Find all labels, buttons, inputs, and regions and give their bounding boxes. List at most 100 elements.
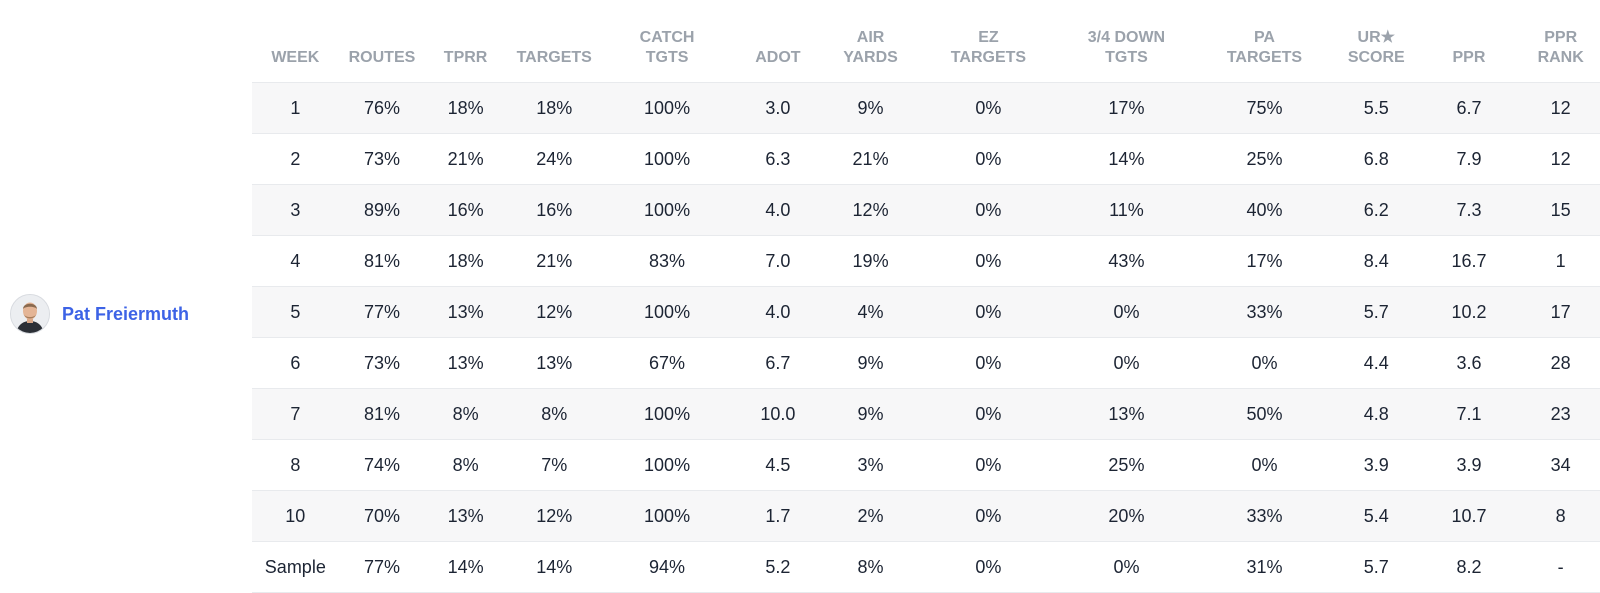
weekly-stats-table: WEEK ROUTES TPRR TARGETS CATCH TGTS ADOT AIR YAR… [252,0,1600,593]
table-row: 3 89% 16% 16% 100% 4.0 12% 0% 11% 40% 6.2 7.3 15 [252,184,1600,236]
player-name-link[interactable]: Pat Freiermuth [62,303,190,324]
table-header: WEEK ROUTES TPRR TARGETS CATCH TGTS ADOT AIR YAR… [252,0,1600,83]
table-cell: 25% [1059,439,1193,491]
table-cell: 28 [1521,337,1600,389]
table-cell: 6.8 [1335,133,1417,185]
table-cell: 40% [1192,184,1336,236]
table-cell: 31% [1192,541,1336,593]
table-cell: 7.1 [1416,388,1522,440]
table-cell: 74% [338,439,426,491]
table-cell: 0% [916,184,1060,236]
table-cell: 13% [425,490,506,542]
table-row: 5 77% 13% 12% 100% 4.0 4% 0% 0% 33% 5.7 10.2 17 [252,286,1600,338]
column-header[interactable]: WEEK [252,0,339,83]
table-cell: 3.6 [1416,337,1522,389]
table-cell: 11% [1059,184,1193,236]
column-header[interactable]: PA TARGETS [1193,0,1336,83]
table-cell: 76% [338,82,426,134]
table-cell: 14% [425,541,506,593]
table-cell: 5.2 [731,541,825,593]
table-cell: 9% [824,388,917,440]
table-cell: 18% [425,235,506,287]
table-cell: 13% [505,337,603,389]
table-cell: 13% [1059,388,1193,440]
player-headshot-icon [10,294,50,334]
table-cell: 13% [425,337,506,389]
column-header-label: SCORE [1347,49,1405,66]
table-cell: - [1521,541,1600,593]
column-header-label: AIR [856,29,885,46]
table-cell: 94% [602,541,732,593]
column-header-label: ROUTES [348,49,416,66]
table-cell: 0% [916,337,1060,389]
table-cell: 0% [916,235,1060,287]
table-cell: 0% [1059,541,1193,593]
table-row: 7 81% 8% 8% 100% 10.0 9% 0% 13% 50% 4.8 7.1 23 [252,388,1600,440]
table-cell: 34 [1521,439,1600,491]
table-cell: 5 [252,286,339,338]
table-cell: 67% [602,337,732,389]
table-cell: 100% [602,82,732,134]
column-header-label: TGTS [645,49,689,66]
column-header[interactable]: AIR YARDS [824,0,917,83]
table-cell: 17 [1521,286,1600,338]
table-cell: 0% [1059,286,1193,338]
table-cell: 33% [1192,286,1336,338]
table-cell: 0% [1192,439,1336,491]
column-header[interactable]: ADOT [732,0,825,83]
table-cell: 8 [252,439,339,491]
column-header-label: EZ [978,29,999,46]
column-header[interactable]: TPRR [425,0,506,83]
table-row: 1 76% 18% 18% 100% 3.0 9% 0% 17% 75% 5.5 6.7 12 [252,82,1600,134]
table-row: 10 70% 13% 12% 100% 1.7 2% 0% 20% 33% 5.4 10.7 8 [252,490,1600,542]
table-cell: 12% [505,286,603,338]
table-cell: 6.7 [731,337,825,389]
table-cell: 5.7 [1335,286,1417,338]
table-cell: 9% [824,82,917,134]
table-cell: 16% [425,184,506,236]
column-header[interactable]: CATCH TGTS [603,0,732,83]
table-cell: 16.7 [1416,235,1522,287]
table-cell: 17% [1192,235,1336,287]
column-header[interactable]: UR★ SCORE [1336,0,1417,83]
table-cell: 0% [1192,337,1336,389]
table-cell: 73% [338,133,426,185]
table-cell: 7 [252,388,339,440]
table-cell: 0% [916,286,1060,338]
table-cell: 8.4 [1335,235,1417,287]
column-header[interactable]: PPR RANK [1521,0,1600,83]
table-cell: 25% [1192,133,1336,185]
column-header[interactable]: 3/4 DOWN TGTS [1060,0,1193,83]
table-row: 8 74% 8% 7% 100% 4.5 3% 0% 25% 0% 3.9 3.9 34 [252,439,1600,491]
table-cell: 33% [1192,490,1336,542]
table-row: 4 81% 18% 21% 83% 7.0 19% 0% 43% 17% 8.4 16.7 1 [252,235,1600,287]
table-cell: 73% [338,337,426,389]
table-cell: 21% [505,235,603,287]
table-cell: 8 [1521,490,1600,542]
column-header[interactable]: ROUTES [339,0,426,83]
column-header[interactable]: EZ TARGETS [917,0,1060,83]
table-cell: 5.7 [1335,541,1417,593]
table-cell: 14% [1059,133,1193,185]
table-cell: 81% [338,235,426,287]
table-row: Sample 77% 14% 14% 94% 5.2 8% 0% 0% 31% 5.7 8.2- [252,541,1600,593]
table-cell: 6 [252,337,339,389]
column-header-label: WEEK [271,49,320,66]
table-cell: 75% [1192,82,1336,134]
table-cell: 8% [425,439,506,491]
table-cell: 14% [505,541,603,593]
column-header-label: YARDS [843,49,898,66]
table-cell: 6.2 [1335,184,1417,236]
table-cell: 21% [425,133,506,185]
column-header-label: PPR [1452,49,1486,66]
column-header[interactable]: TARGETS [506,0,603,83]
page: Pat Freiermuth WEEK ROUTES TPRR TARGETS CATC… [10,29,1600,593]
table-cell: 19% [824,235,917,287]
column-header[interactable]: PPR [1417,0,1522,83]
table-cell: 10.2 [1416,286,1522,338]
table-cell: 6.7 [1416,82,1522,134]
table-cell: 77% [338,541,426,593]
column-header-label: TPRR [443,49,488,66]
table-cell: 2 [252,133,339,185]
table-cell: 16% [505,184,603,236]
